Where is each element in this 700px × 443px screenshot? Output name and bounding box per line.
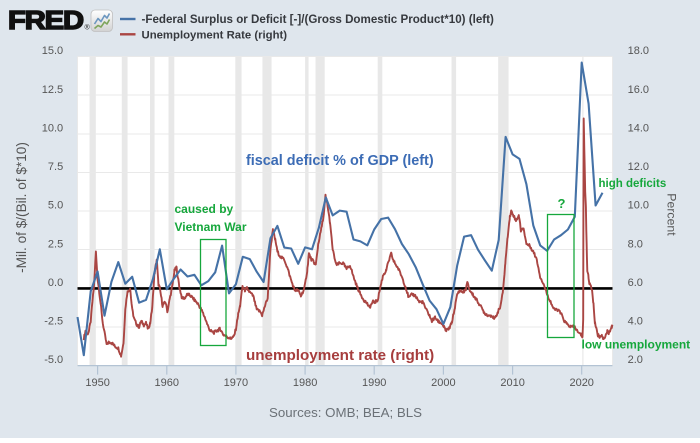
svg-text:6.0: 6.0 <box>628 277 643 289</box>
svg-text:10.0: 10.0 <box>628 200 649 212</box>
svg-text:1990: 1990 <box>362 377 386 389</box>
svg-text:2010: 2010 <box>500 377 524 389</box>
svg-text:Percent: Percent <box>665 193 679 236</box>
svg-text:®: ® <box>85 24 91 32</box>
svg-text:14.0: 14.0 <box>628 122 649 134</box>
svg-text:1950: 1950 <box>85 377 109 389</box>
svg-text:12.5: 12.5 <box>42 84 63 96</box>
svg-text:?: ? <box>558 196 566 211</box>
svg-text:-5.0: -5.0 <box>44 354 63 366</box>
svg-text:8.0: 8.0 <box>628 238 643 250</box>
svg-text:Sources: OMB; BEA; BLS: Sources: OMB; BEA; BLS <box>269 405 422 420</box>
svg-text:2020: 2020 <box>569 377 593 389</box>
svg-text:5.0: 5.0 <box>48 200 63 212</box>
svg-text:2.0: 2.0 <box>628 354 643 366</box>
svg-text:18.0: 18.0 <box>628 45 649 57</box>
svg-text:2000: 2000 <box>431 377 455 389</box>
svg-text:7.5: 7.5 <box>48 161 63 173</box>
svg-text:1970: 1970 <box>224 377 248 389</box>
svg-text:high deficits: high deficits <box>599 178 667 190</box>
svg-text:fiscal deficit % of GDP (left): fiscal deficit % of GDP (left) <box>246 153 434 169</box>
svg-text:-2.5: -2.5 <box>44 316 63 328</box>
svg-text:low unemployment: low unemployment <box>582 338 691 352</box>
svg-text:1960: 1960 <box>155 377 179 389</box>
svg-text:caused by: caused by <box>175 202 234 216</box>
svg-text:16.0: 16.0 <box>628 84 649 96</box>
svg-text:-Federal Surplus or Deficit [-: -Federal Surplus or Deficit [-]/(Gross D… <box>142 13 495 26</box>
svg-text:10.0: 10.0 <box>42 122 63 134</box>
svg-text:unemployment rate (right): unemployment rate (right) <box>246 347 434 364</box>
svg-text:0.0: 0.0 <box>48 277 63 289</box>
svg-text:-Mil. of $/(Bil. of $*10): -Mil. of $/(Bil. of $*10) <box>14 142 29 273</box>
svg-text:Unemployment Rate (right): Unemployment Rate (right) <box>142 29 288 41</box>
svg-text:12.0: 12.0 <box>628 161 649 173</box>
svg-text:Vietnam War: Vietnam War <box>175 220 247 234</box>
svg-text:4.0: 4.0 <box>628 316 643 328</box>
svg-text:15.0: 15.0 <box>42 45 63 57</box>
svg-text:2.5: 2.5 <box>48 238 63 250</box>
svg-text:1980: 1980 <box>293 377 317 389</box>
svg-text:FRED: FRED <box>8 5 83 35</box>
